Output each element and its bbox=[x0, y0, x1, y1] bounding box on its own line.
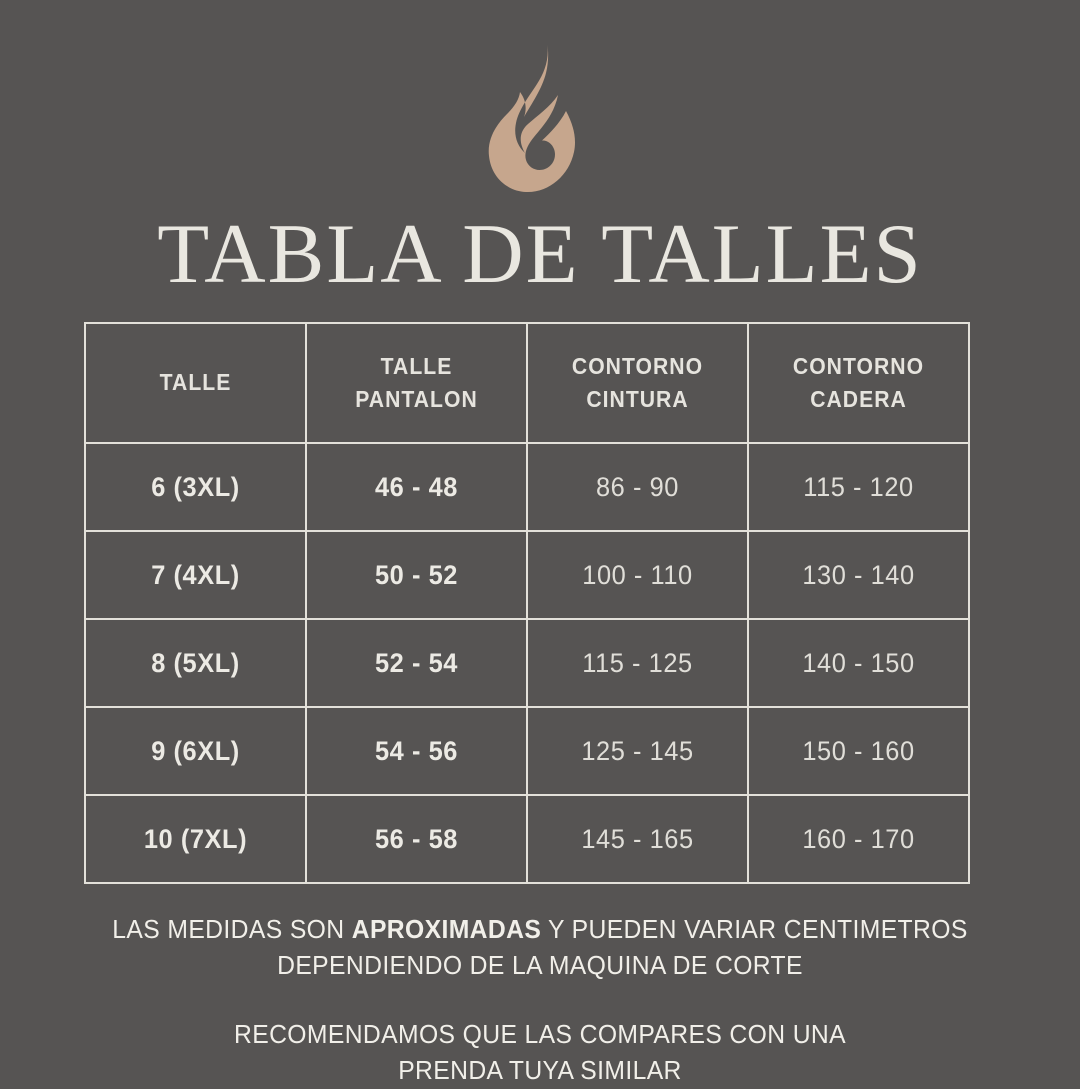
flame-icon bbox=[480, 43, 600, 198]
note-approximate-measurements: LAS MEDIDAS SON APROXIMADAS Y PUEDEN VAR… bbox=[27, 912, 1053, 984]
cell-contorno-cadera: 150 - 160 bbox=[753, 706, 964, 796]
cell-talle-pantalon: 52 - 54 bbox=[311, 618, 522, 708]
cell-contorno-cintura: 86 - 90 bbox=[532, 442, 743, 532]
cell-talle: 8 (5XL) bbox=[90, 618, 301, 708]
cell-contorno-cintura: 100 - 110 bbox=[532, 530, 743, 620]
cell-contorno-cadera: 130 - 140 bbox=[753, 530, 964, 620]
cell-talle: 10 (7XL) bbox=[90, 794, 301, 884]
note-compare-line1: RECOMENDAMOS QUE LAS COMPARES CON UNA bbox=[234, 1018, 846, 1049]
note-approximate-post: Y PUEDEN VARIAR CENTIMETROS bbox=[541, 914, 968, 944]
table-row: 9 (6XL) 54 - 56 125 - 145 150 - 160 bbox=[85, 706, 969, 796]
note-compare-garment: RECOMENDAMOS QUE LAS COMPARES CON UNA PR… bbox=[27, 1017, 1053, 1089]
cell-contorno-cintura: 125 - 145 bbox=[532, 706, 743, 796]
size-table: TALLE TALLE PANTALON CONTORNO CINTURA CO… bbox=[84, 322, 970, 884]
column-header-talle-pantalon-line1: TALLE bbox=[380, 352, 453, 379]
column-header-contorno-cadera-line2: CADERA bbox=[810, 386, 907, 412]
column-header-contorno-cadera: CONTORNO CADERA bbox=[755, 322, 962, 444]
cell-talle: 9 (6XL) bbox=[90, 706, 301, 796]
cell-contorno-cintura: 145 - 165 bbox=[532, 794, 743, 884]
column-header-talle-pantalon-line2: PANTALON bbox=[355, 386, 478, 412]
column-header-talle: TALLE bbox=[92, 322, 299, 444]
table-row: 8 (5XL) 52 - 54 115 - 125 140 - 150 bbox=[85, 618, 969, 708]
cell-talle-pantalon: 56 - 58 bbox=[311, 794, 522, 884]
note-approximate-pre: LAS MEDIDAS SON bbox=[112, 914, 352, 944]
column-header-contorno-cintura: CONTORNO CINTURA bbox=[534, 322, 741, 444]
cell-contorno-cintura: 115 - 125 bbox=[532, 618, 743, 708]
cell-talle-pantalon: 46 - 48 bbox=[311, 442, 522, 532]
cell-contorno-cadera: 115 - 120 bbox=[753, 442, 964, 532]
column-header-talle-pantalon: TALLE PANTALON bbox=[313, 322, 520, 444]
cell-talle-pantalon: 50 - 52 bbox=[311, 530, 522, 620]
table-header-row: TALLE TALLE PANTALON CONTORNO CINTURA CO… bbox=[85, 322, 969, 444]
table-header: TALLE TALLE PANTALON CONTORNO CINTURA CO… bbox=[85, 322, 969, 444]
note-compare-line2: PRENDA TUYA SIMILAR bbox=[398, 1054, 682, 1085]
cell-talle: 6 (3XL) bbox=[90, 442, 301, 532]
note-approximate-bold: APROXIMADAS bbox=[351, 914, 542, 944]
table-row: 10 (7XL) 56 - 58 145 - 165 160 - 170 bbox=[85, 794, 969, 884]
cell-contorno-cadera: 140 - 150 bbox=[753, 618, 964, 708]
note-approximate-line1: LAS MEDIDAS SON APROXIMADAS Y PUEDEN VAR… bbox=[27, 912, 1053, 948]
brand-logo bbox=[0, 40, 1080, 200]
cell-talle: 7 (4XL) bbox=[90, 530, 301, 620]
cell-contorno-cadera: 160 - 170 bbox=[753, 794, 964, 884]
note-approximate-line2: DEPENDIENDO DE LA MAQUINA DE CORTE bbox=[277, 949, 803, 980]
column-header-talle-line1: TALLE bbox=[159, 369, 232, 396]
column-header-contorno-cintura-line2: CINTURA bbox=[586, 386, 689, 412]
footer-notes: LAS MEDIDAS SON APROXIMADAS Y PUEDEN VAR… bbox=[0, 912, 1080, 1089]
column-header-contorno-cadera-line1: CONTORNO bbox=[792, 352, 925, 379]
column-header-contorno-cintura-line1: CONTORNO bbox=[571, 352, 704, 379]
table-row: 6 (3XL) 46 - 48 86 - 90 115 - 120 bbox=[85, 442, 969, 532]
table-body: 6 (3XL) 46 - 48 86 - 90 115 - 120 7 (4XL… bbox=[85, 442, 969, 884]
table-row: 7 (4XL) 50 - 52 100 - 110 130 - 140 bbox=[85, 530, 969, 620]
cell-talle-pantalon: 54 - 56 bbox=[311, 706, 522, 796]
page-title: TABLA DE TALLES bbox=[157, 207, 923, 301]
